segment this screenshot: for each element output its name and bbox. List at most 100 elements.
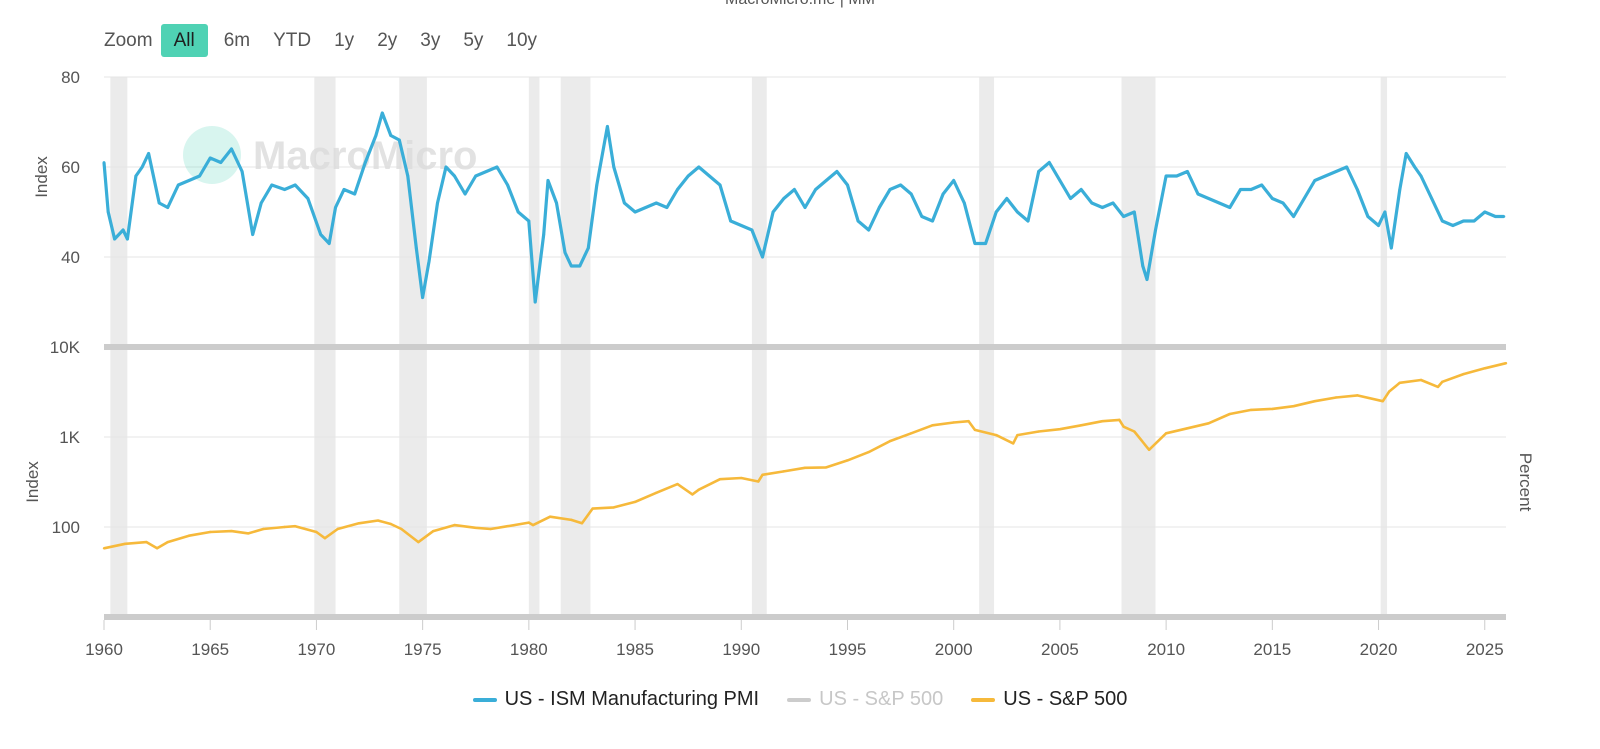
zoom-all-button[interactable]: All	[160, 24, 208, 57]
pmi-point	[1292, 215, 1295, 218]
chart-area[interactable]: MacroMicro 40 60 80 100 1K 10K Index Index Perce…	[0, 0, 1600, 680]
sp500-point	[691, 493, 694, 496]
sp500-point	[846, 459, 849, 462]
legend-item-pmi[interactable]: US - ISM Manufacturing PMI	[472, 688, 760, 711]
pmi-point	[334, 206, 337, 209]
pmi-point	[436, 201, 439, 205]
pmi-point	[1366, 215, 1370, 218]
sp500-point	[357, 522, 361, 525]
legend-item-sp500-hidden[interactable]: US - S&P 500	[787, 688, 943, 711]
pmi-point	[1164, 174, 1168, 178]
pmi-point	[846, 183, 849, 187]
sp500-point	[1016, 433, 1019, 437]
pmi-point	[563, 251, 567, 254]
pmi-point	[1145, 278, 1149, 281]
sp500-point	[1313, 399, 1317, 403]
pmi-point	[427, 260, 431, 263]
pmi-point	[259, 201, 263, 205]
sp500-point	[400, 527, 403, 531]
sp500-point	[633, 500, 637, 504]
pmi-point	[240, 170, 244, 173]
sp500-point	[1079, 424, 1083, 427]
pmi-point	[406, 174, 410, 178]
sp500-point	[697, 488, 700, 491]
pmi-point	[962, 201, 966, 205]
pmi-point	[718, 183, 722, 187]
zoom-ytd-button[interactable]: YTD	[273, 30, 312, 51]
pmi-point	[270, 183, 274, 187]
pmi-point	[1451, 224, 1455, 227]
legend-label-sp500: US - S&P 500	[1003, 688, 1128, 710]
sp500-point	[417, 540, 420, 544]
pmi-point	[973, 242, 977, 245]
sp500-point	[1122, 425, 1125, 428]
x-tick-label: 1965	[191, 640, 229, 659]
sp500-point	[803, 466, 807, 469]
pmi-point	[1334, 170, 1338, 173]
sp500-point	[527, 521, 531, 524]
pmi-point	[147, 152, 151, 155]
zoom-1y-button[interactable]: 1y	[334, 30, 355, 51]
sp500-point	[1249, 408, 1253, 412]
pmi-point	[389, 134, 393, 137]
pmi-point	[506, 183, 510, 187]
x-tick-label: 2000	[935, 640, 973, 659]
sp500-point	[1037, 430, 1040, 433]
legend-swatch-sp500-hidden	[787, 697, 812, 702]
pmi-y-tick-label: 60	[61, 158, 80, 177]
pane-dividers	[104, 344, 1506, 620]
pmi-point	[654, 201, 658, 205]
pmi-point	[1377, 224, 1380, 227]
x-tick-label: 2020	[1360, 640, 1398, 659]
sp500-point	[1207, 422, 1210, 425]
pmi-point	[113, 237, 117, 241]
zoom-2y-button[interactable]: 2y	[377, 30, 398, 51]
pmi-point	[909, 192, 913, 196]
pmi-point	[1047, 161, 1051, 164]
pmi-point	[293, 183, 297, 187]
pmi-series	[102, 111, 1506, 304]
sp500-point	[655, 491, 658, 494]
pmi-point	[877, 206, 881, 209]
watermark-logo-icon	[183, 126, 241, 184]
pmi-point	[1079, 188, 1083, 191]
sp500-point	[570, 518, 573, 522]
pmi-point	[353, 192, 357, 196]
pmi-point	[176, 183, 180, 187]
sp500-point	[283, 525, 286, 529]
sp500-point	[376, 519, 380, 522]
x-tick-label: 1995	[829, 640, 867, 659]
pmi-point	[283, 188, 286, 191]
zoom-6m-button[interactable]: 6m	[223, 30, 251, 51]
pmi-point	[1313, 179, 1317, 182]
sp500-point	[247, 532, 250, 535]
legend-label-pmi: US - ISM Manufacturing PMI	[504, 688, 760, 710]
sp500-point	[1334, 396, 1338, 399]
zoom-10y-button[interactable]: 10y	[506, 30, 538, 51]
sp500-point	[155, 547, 159, 550]
pmi-point	[739, 224, 743, 227]
zoom-label: Zoom	[104, 29, 153, 51]
sp500-point	[994, 433, 998, 437]
sp500-point	[1441, 380, 1444, 384]
sp500-point	[591, 507, 594, 510]
pmi-point	[251, 233, 255, 236]
pmi-point	[586, 246, 590, 250]
sp500-point	[1483, 367, 1486, 370]
sp500-point	[323, 537, 327, 540]
sp500-point	[718, 477, 722, 481]
pmi-point	[1154, 228, 1157, 232]
pmi-point	[899, 183, 902, 187]
zoom-5y-button[interactable]: 5y	[463, 30, 484, 51]
pmi-point	[453, 174, 456, 178]
pmi-point	[920, 215, 924, 218]
pmi-point	[569, 264, 573, 268]
sp500-point	[1504, 362, 1508, 365]
pmi-point	[219, 161, 223, 164]
pmi-point	[1398, 188, 1402, 191]
pmi-point	[686, 174, 690, 178]
legend-item-sp500[interactable]: US - S&P 500	[971, 688, 1127, 711]
pmi-y-tick-label: 40	[61, 248, 80, 267]
sp500-point	[952, 421, 955, 424]
zoom-3y-button[interactable]: 3y	[420, 30, 441, 51]
